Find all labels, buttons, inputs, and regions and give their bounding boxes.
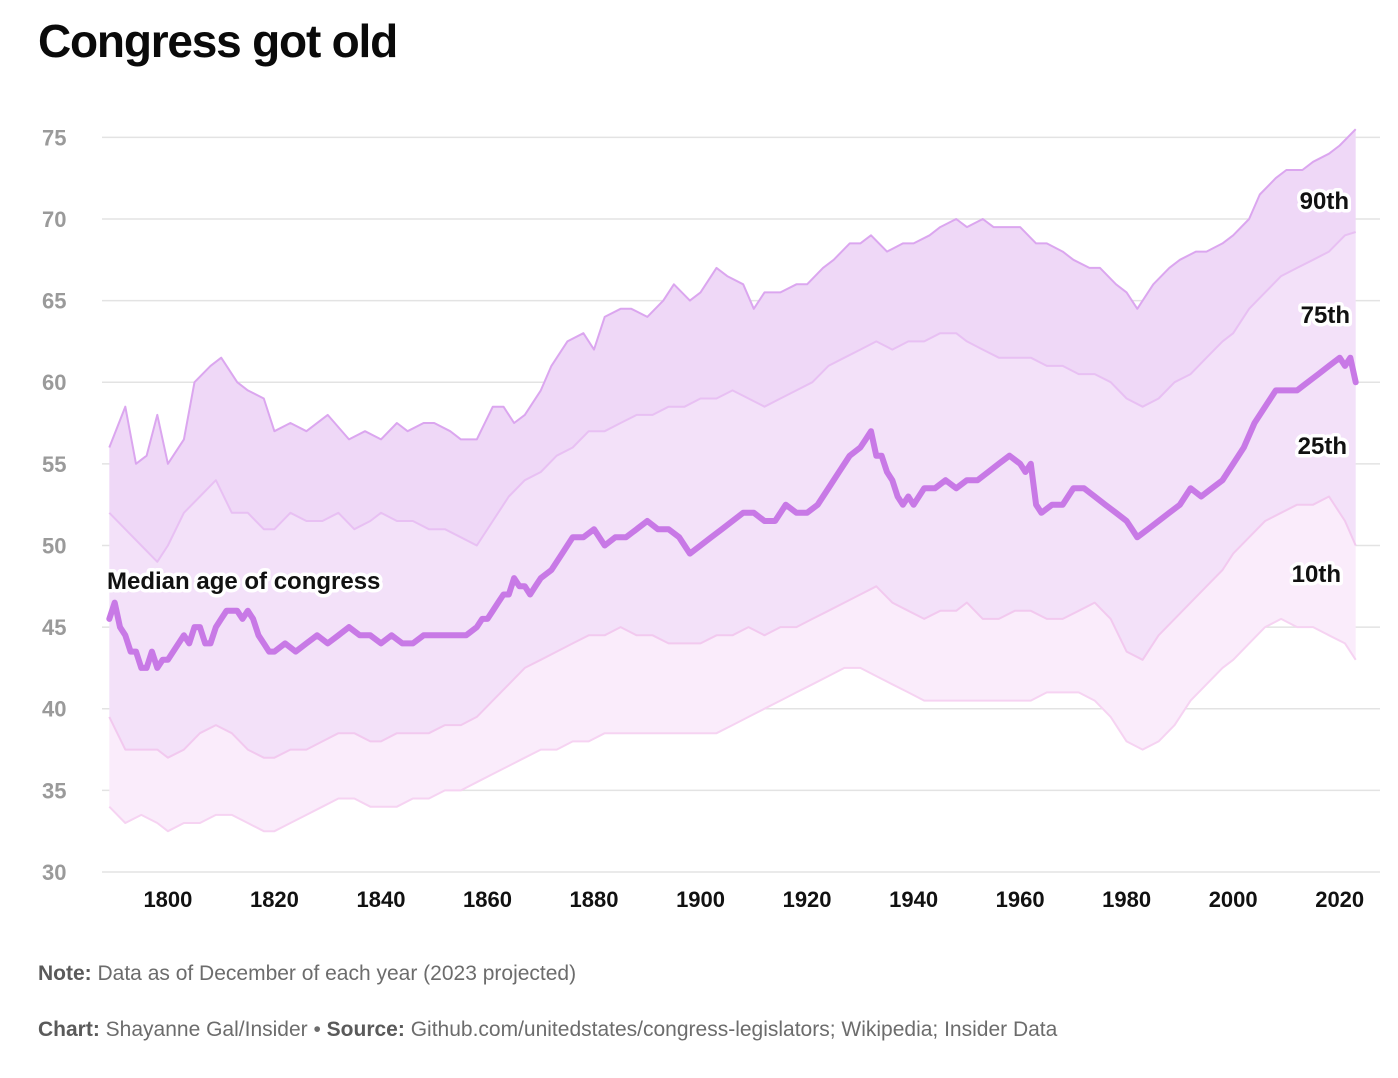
y-tick-label-30: 30 bbox=[42, 860, 66, 885]
y-tick-label-75: 75 bbox=[42, 125, 66, 150]
label-median: Median age of congress bbox=[107, 568, 380, 595]
chart-credit-label: Chart: bbox=[38, 1018, 100, 1041]
y-tick-label-35: 35 bbox=[42, 778, 66, 803]
age-percentile-chart: 30 35 40 45 50 55 60 65 70 75 1800 1820 1840 1860 188… bbox=[42, 125, 1380, 912]
y-tick-label-40: 40 bbox=[42, 697, 66, 722]
label-10th: 10th bbox=[1292, 561, 1341, 588]
x-tick-label-1900: 1900 bbox=[676, 887, 725, 912]
y-tick-label-70: 70 bbox=[42, 207, 66, 232]
chart-title: Congress got old bbox=[38, 15, 398, 67]
source-label: Source: bbox=[326, 1018, 405, 1041]
y-tick-label-50: 50 bbox=[42, 533, 66, 558]
percentile-lines bbox=[108, 128, 1357, 833]
label-75th-halo: 75th bbox=[1301, 302, 1350, 329]
note-body: Data as of December of each year (2023 p… bbox=[91, 962, 577, 985]
line-75th bbox=[108, 231, 1356, 563]
x-tick-label-2020: 2020 bbox=[1315, 887, 1364, 912]
line-25th bbox=[108, 495, 1357, 759]
x-tick-label-2000: 2000 bbox=[1209, 887, 1258, 912]
band-75-90 bbox=[109, 129, 1356, 562]
label-90th: 90th bbox=[1300, 188, 1349, 215]
y-tick-label-55: 55 bbox=[42, 452, 66, 477]
note-text: Note: Data as of December of each year (… bbox=[38, 962, 576, 986]
x-tick-label-1960: 1960 bbox=[996, 887, 1045, 912]
label-25th: 25th bbox=[1298, 433, 1347, 460]
note-label: Note: bbox=[38, 962, 92, 985]
x-tick-label-1860: 1860 bbox=[463, 887, 512, 912]
median-line-group bbox=[106, 354, 1359, 671]
y-tick-label-65: 65 bbox=[42, 289, 66, 314]
percentile-areas bbox=[109, 129, 1356, 832]
band-25-75 bbox=[109, 232, 1356, 758]
x-tick-label-1820: 1820 bbox=[250, 887, 299, 912]
y-tick-label-45: 45 bbox=[42, 615, 66, 640]
x-tick-label-1840: 1840 bbox=[356, 887, 405, 912]
line-10th bbox=[108, 617, 1357, 833]
x-tick-label-1920: 1920 bbox=[783, 887, 832, 912]
chart-credit-body: Shayanne Gal/Insider • bbox=[99, 1018, 327, 1041]
x-tick-label-1940: 1940 bbox=[889, 887, 938, 912]
median-line bbox=[106, 354, 1359, 671]
band-10-25 bbox=[109, 496, 1356, 832]
label-90th-halo: 90th bbox=[1300, 188, 1349, 215]
label-75th: 75th bbox=[1301, 302, 1350, 329]
y-axis-ticks: 30 35 40 45 50 55 60 65 70 75 bbox=[42, 125, 66, 885]
source-body: Github.com/unitedstates/congress-legisla… bbox=[404, 1018, 1058, 1041]
x-tick-label-1800: 1800 bbox=[143, 887, 192, 912]
label-25th-halo: 25th bbox=[1298, 433, 1347, 460]
label-10th-halo: 10th bbox=[1292, 561, 1341, 588]
credits-text: Chart: Shayanne Gal/Insider • Source: Gi… bbox=[38, 1018, 1057, 1042]
y-tick-label-60: 60 bbox=[42, 370, 66, 395]
label-median-halo: Median age of congress bbox=[107, 568, 380, 595]
x-tick-label-1880: 1880 bbox=[570, 887, 619, 912]
x-tick-label-1980: 1980 bbox=[1102, 887, 1151, 912]
x-axis-ticks: 1800 1820 1840 1860 1880 1900 1920 1940 1960 1980… bbox=[143, 887, 1364, 912]
line-90th bbox=[108, 128, 1357, 465]
